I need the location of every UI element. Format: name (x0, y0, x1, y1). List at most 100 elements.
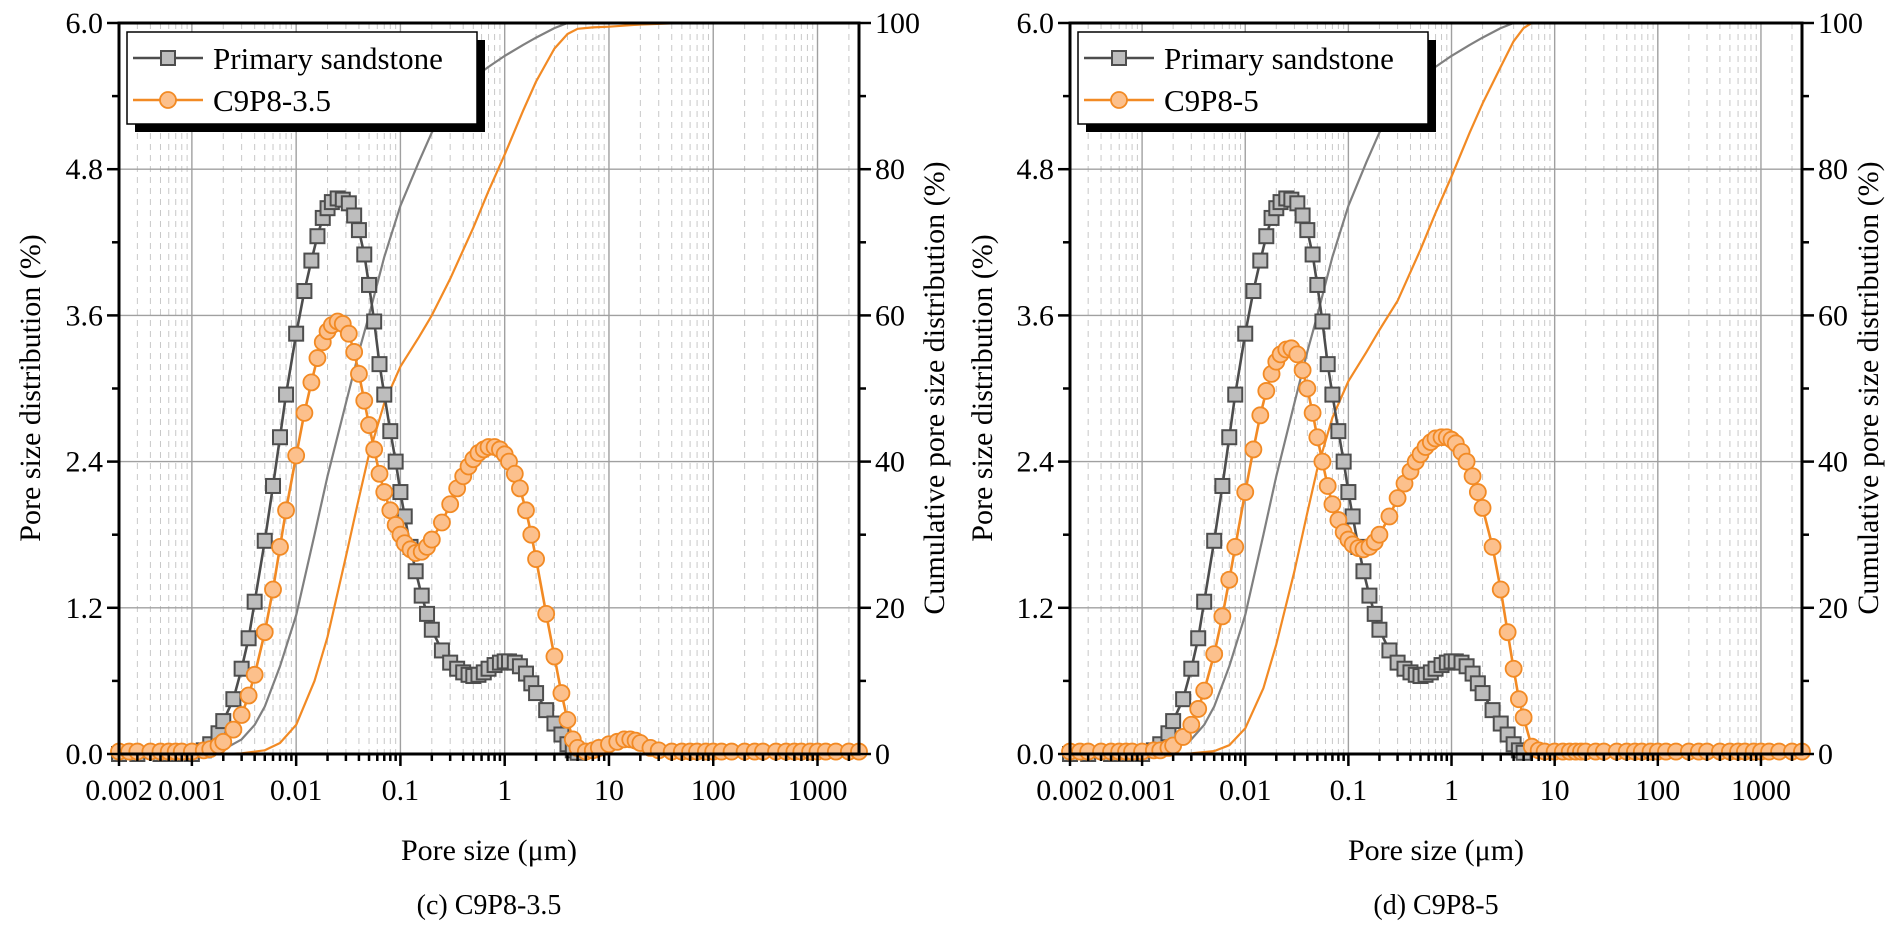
data-point-square (288, 325, 305, 342)
data-point-circle (1298, 379, 1317, 398)
x-tick-label: 10 (594, 774, 624, 807)
plot-area: 0.002 0.001 0.01 0.1 1 10 100 10000.01.22.43.64… (1017, 7, 1864, 807)
data-point-circle (1220, 570, 1239, 589)
y2-tick-label: 40 (1818, 446, 1848, 479)
data-point-square (1314, 313, 1331, 330)
cumulative-series (1070, 21, 1802, 756)
data-point-circle (1388, 489, 1407, 508)
data-point-circle (1504, 659, 1523, 678)
distribution-series (1061, 339, 1811, 761)
data-point-circle (1189, 700, 1208, 718)
data-point-square (1309, 276, 1326, 293)
data-point-circle (339, 324, 358, 343)
y-axis-ticks: 0.0 1.2 2.4 3.6 4.8 6.0 (1017, 7, 1070, 771)
x-tick-label: 1000 (1731, 774, 1791, 807)
data-point-square (1294, 207, 1311, 224)
series-line (119, 21, 859, 756)
circle-marker-icon (1110, 91, 1128, 109)
data-point-circle (287, 446, 306, 465)
data-point-square (1237, 325, 1254, 342)
y-tick-label: 3.6 (66, 299, 104, 332)
data-point-circle (441, 495, 460, 514)
series-line (119, 21, 859, 756)
data-point-circle (255, 623, 274, 642)
data-point-circle (370, 464, 389, 483)
data-point-square (1190, 630, 1207, 647)
data-point-square (1324, 386, 1341, 403)
y2-tick-label: 0 (1818, 738, 1833, 771)
legend-entry: C9P8-5 (1084, 83, 1259, 118)
data-point-circle (1463, 467, 1482, 486)
y2-tick-label: 60 (875, 299, 905, 332)
data-point-square (376, 386, 393, 403)
data-point-square (1474, 685, 1491, 702)
data-point-circle (1308, 428, 1327, 447)
x-tick-label: 0.01 (270, 774, 323, 807)
data-point-square (382, 423, 399, 440)
data-point-square (1299, 222, 1316, 239)
x-tick-label: 0.001 (1108, 774, 1176, 807)
data-point-circle (308, 349, 327, 367)
y-tick-label: 6.0 (1017, 7, 1055, 40)
data-point-square (1245, 283, 1262, 300)
y2-tick-label: 80 (1818, 153, 1848, 186)
data-point-square (296, 283, 313, 300)
y-tick-label: 4.8 (1017, 153, 1055, 186)
data-point-circle (522, 525, 541, 544)
data-point-circle (1318, 477, 1337, 495)
panel-caption: (c) C9P8-3.5 (417, 890, 562, 921)
x-tick-label: 0.002 (1036, 774, 1104, 807)
data-point-square (413, 587, 430, 604)
data-point-square (1366, 605, 1383, 622)
data-point-square (387, 453, 404, 470)
x-tick-label: 0.01 (1219, 774, 1272, 807)
data-point-circle (537, 604, 556, 623)
data-point-circle (1509, 690, 1528, 709)
data-point-circle (1380, 507, 1399, 526)
data-point-circle (505, 464, 524, 483)
legend-entry: Primary sandstone (133, 41, 443, 76)
data-point-circle (517, 501, 535, 520)
data-point-circle (375, 483, 394, 501)
panel-caption: (d) C9P8-5 (1373, 890, 1498, 921)
data-point-square (1484, 702, 1501, 719)
y2-axis-ticks: 0 20 40 60 80 100 (1802, 7, 1863, 771)
y-tick-label: 0.0 (66, 738, 104, 771)
plot-area: 0.002 0.001 0.01 0.1 1 10 100 10000.01.22.43.64… (66, 7, 921, 807)
y-axis-title: Pore size distribution (%) (14, 234, 47, 541)
data-point-circle (271, 537, 289, 556)
x-tick-label: 100 (691, 774, 736, 807)
data-point-square (407, 563, 424, 580)
legend-label: C9P8-5 (1164, 83, 1259, 118)
y-tick-label: 1.2 (66, 592, 104, 625)
data-point-square (392, 484, 409, 501)
data-point-circle (1205, 645, 1224, 663)
cumulative-series (1070, 21, 1802, 756)
data-point-circle (558, 710, 577, 729)
data-point-circle (1174, 728, 1193, 746)
data-point-square (1371, 621, 1388, 638)
data-point-circle (345, 343, 364, 361)
data-point-circle (552, 684, 571, 702)
x-axis-title: Pore size (μm) (1348, 834, 1524, 867)
data-point-circle (224, 720, 243, 739)
x-axis-ticks: 0.002 0.001 0.01 0.1 1 10 100 1000 (1036, 754, 1794, 807)
data-point-square (1304, 246, 1321, 263)
cumulative-series (119, 21, 859, 756)
data-point-square (1381, 642, 1398, 659)
data-point-circle (1514, 708, 1533, 727)
data-point-circle (1226, 537, 1245, 556)
legend-label: Primary sandstone (213, 41, 443, 76)
data-point-circle (1293, 361, 1312, 380)
y-tick-label: 4.8 (66, 153, 104, 186)
x-tick-label: 0.1 (1330, 774, 1368, 807)
data-point-square (265, 477, 282, 494)
data-point-circle (1473, 498, 1492, 517)
square-marker-icon (160, 50, 176, 66)
data-point-circle (245, 665, 264, 684)
data-point-circle (1468, 483, 1487, 501)
data-point-circle (1303, 403, 1322, 422)
y-tick-label: 0.0 (1017, 738, 1055, 771)
data-point-circle (545, 647, 564, 666)
data-point-square (1340, 484, 1357, 501)
